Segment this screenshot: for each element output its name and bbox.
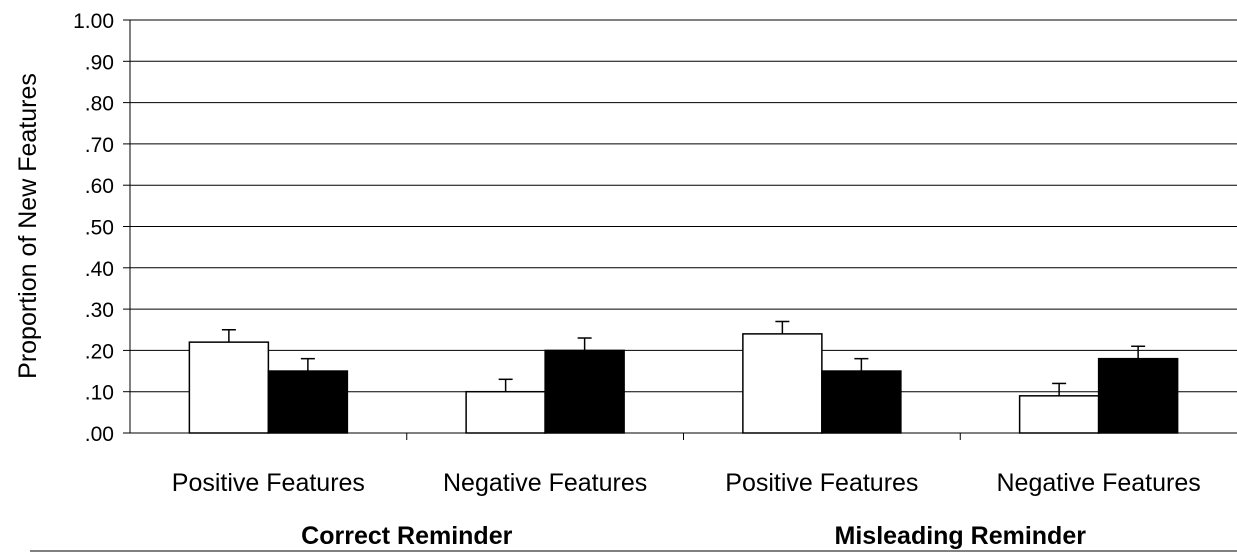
y-tick-label: .70 xyxy=(85,134,114,157)
group-labels: Correct Reminder Misleading Reminder xyxy=(301,522,1086,550)
bar xyxy=(544,349,625,434)
category-label: Negative Features xyxy=(996,469,1200,497)
category-label: Positive Features xyxy=(172,469,365,497)
bar xyxy=(1097,357,1179,434)
y-tick-label: .30 xyxy=(85,299,114,322)
bar xyxy=(1018,395,1100,434)
y-tick-label: .90 xyxy=(85,51,114,74)
category-label: Positive Features xyxy=(725,469,918,497)
y-tick-label: .60 xyxy=(85,175,114,198)
y-tick-label: .80 xyxy=(85,93,114,116)
bar xyxy=(188,341,270,434)
y-tick-label: .10 xyxy=(85,382,114,405)
y-tick-label: .40 xyxy=(85,258,114,281)
category-label: Negative Features xyxy=(443,469,647,497)
y-tick-label: .00 xyxy=(85,423,114,446)
bar xyxy=(267,370,349,434)
category-labels: Positive Features Negative Features Positi… xyxy=(172,469,1201,497)
bars xyxy=(188,320,1179,434)
y-axis-label: Proportion of New Features xyxy=(14,73,42,379)
y-tick-label: 1.00 xyxy=(73,10,114,33)
bar xyxy=(742,333,823,434)
y-tick-label: .20 xyxy=(85,340,114,363)
bar xyxy=(821,370,902,434)
y-tick-label: .50 xyxy=(85,217,114,240)
bar xyxy=(465,390,546,434)
y-tick-labels: .00 .10 .20 .30 .40 .50 .60 .70 .80 .90 1.00 xyxy=(73,10,114,446)
group-label: Correct Reminder xyxy=(301,522,512,550)
group-label: Misleading Reminder xyxy=(835,522,1087,550)
axes xyxy=(30,20,1237,552)
